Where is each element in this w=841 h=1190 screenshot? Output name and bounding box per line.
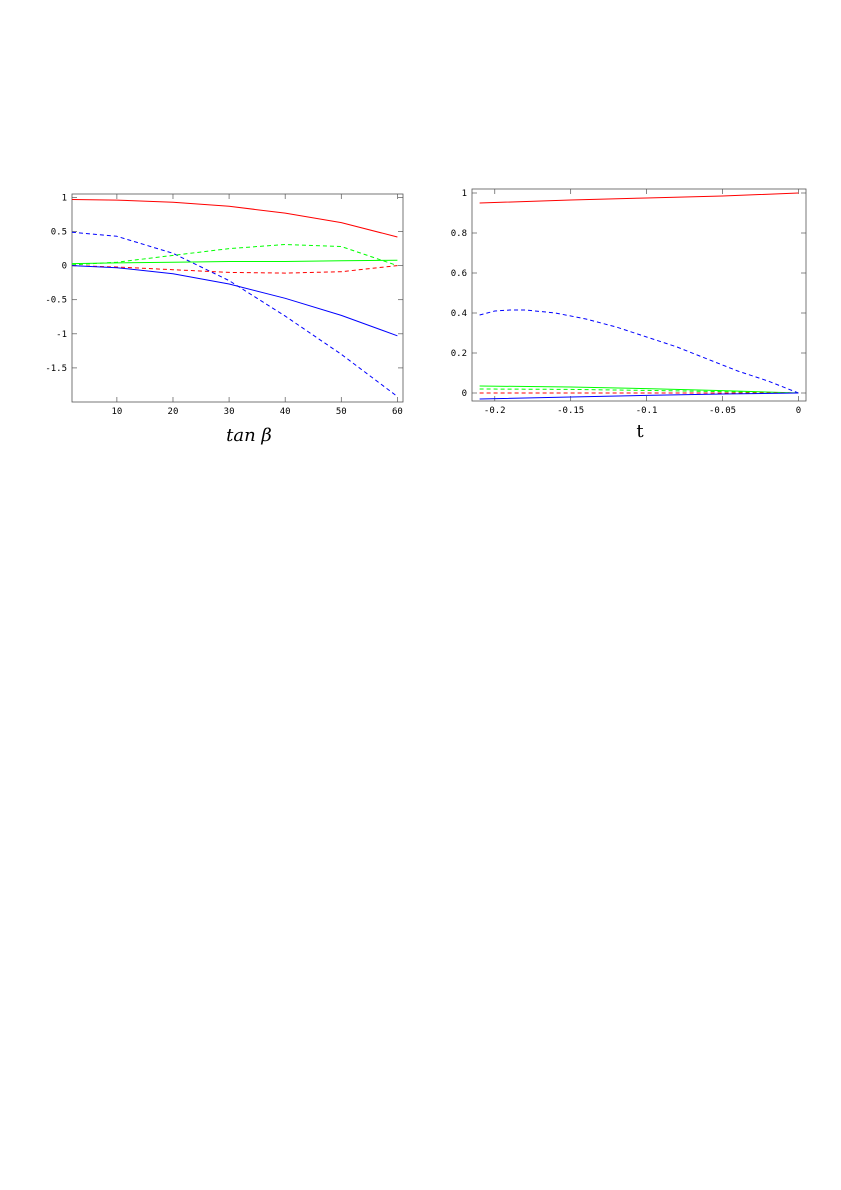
- x-axis-title: tan β: [226, 425, 272, 446]
- y-tick-label: -1.5: [45, 364, 67, 374]
- y-tick-label: -0.5: [45, 296, 67, 306]
- y-tick-label: 0.5: [51, 228, 67, 238]
- y-tick-label: 0.8: [451, 229, 467, 239]
- y-tick-label: 0: [62, 262, 67, 272]
- x-tick-label: 50: [336, 407, 347, 417]
- ticks: [472, 189, 806, 401]
- x-tick-label: 40: [280, 407, 291, 417]
- x-tick-label: 60: [392, 407, 403, 417]
- series-line-1: [71, 231, 398, 397]
- series-line-5: [71, 265, 398, 337]
- y-tick-label: 1: [62, 193, 67, 203]
- series-line-2: [71, 244, 398, 267]
- series-group: [71, 199, 398, 397]
- plot-frame: [71, 193, 404, 403]
- y-tick-label: 0.4: [451, 309, 467, 319]
- x-tick-label: 20: [168, 407, 179, 417]
- plot-frame: [471, 188, 807, 402]
- x-axis-title: t: [636, 421, 644, 442]
- series-group: [479, 192, 799, 400]
- y-tick-label: 0.2: [451, 349, 467, 359]
- chart-tan-beta: 10 20 30 40 50 60 1 0.5 0 -0.5 -1 -1.5 tan β: [45, 193, 404, 446]
- series-line-2: [479, 385, 799, 394]
- y-tick-label: 1: [462, 189, 467, 199]
- series-line-0: [71, 199, 398, 238]
- y-tick-label: -1: [56, 330, 67, 340]
- x-tick-label: -0.15: [557, 406, 584, 416]
- x-tick-label: -0.2: [484, 406, 506, 416]
- series-line-5: [479, 392, 799, 400]
- tick-labels: 10 20 30 40 50 60 1 0.5 0 -0.5 -1 -1.5: [45, 193, 402, 417]
- series-line-3: [479, 388, 799, 394]
- x-tick-label: -0.05: [709, 406, 736, 416]
- x-tick-label: 10: [111, 407, 122, 417]
- chart-t: -0.2 -0.15 -0.1 -0.05 0 1 0.8 0.6 0.4 0.2 0 t: [451, 188, 807, 442]
- y-tick-label: 0.6: [451, 269, 467, 279]
- y-tick-label: 0: [462, 389, 467, 399]
- series-line-3: [71, 265, 398, 274]
- x-tick-label: 30: [224, 407, 235, 417]
- x-tick-label: -0.1: [636, 406, 658, 416]
- series-line-4: [71, 259, 398, 265]
- x-tick-label: 0: [796, 406, 801, 416]
- series-line-0: [479, 192, 799, 204]
- series-line-1: [479, 309, 799, 394]
- tick-labels: -0.2 -0.15 -0.1 -0.05 0 1 0.8 0.6 0.4 0.2 0: [451, 189, 801, 416]
